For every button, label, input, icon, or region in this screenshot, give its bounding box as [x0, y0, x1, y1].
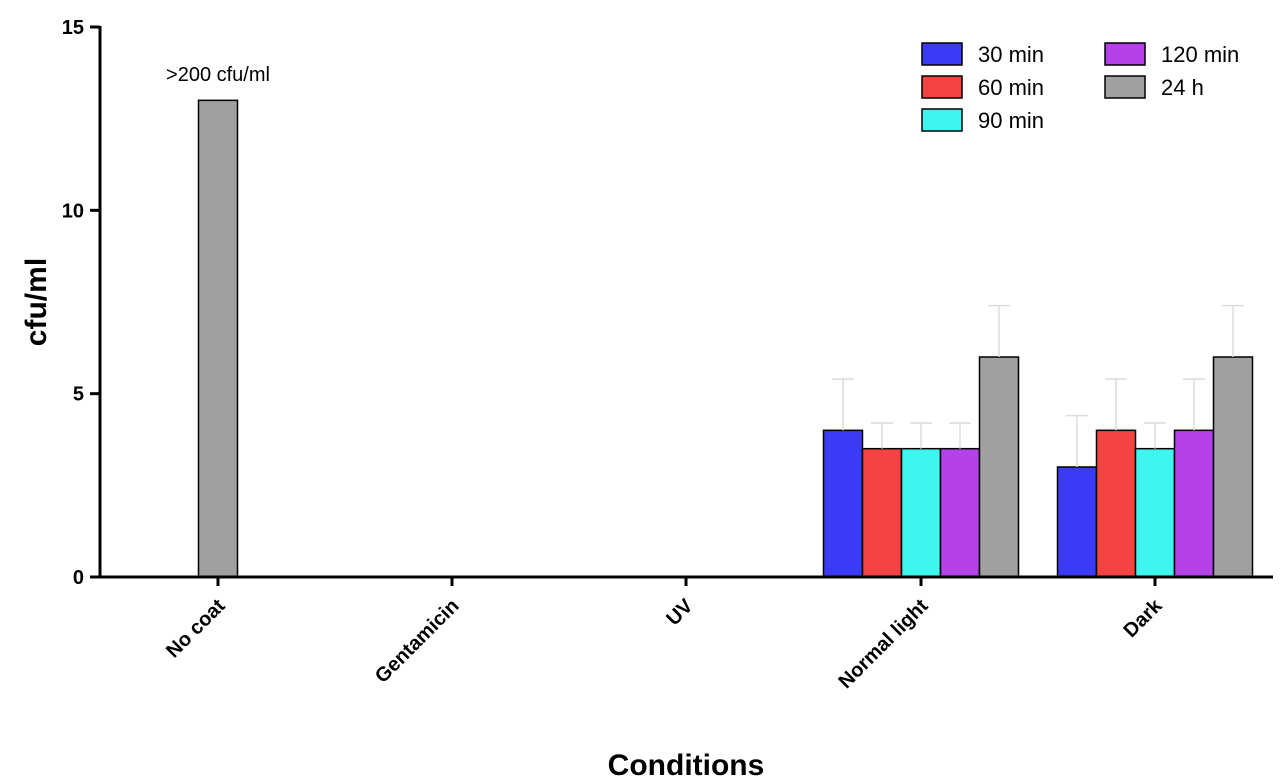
legend-swatch: [921, 75, 963, 99]
annotations: >200 cfu/ml: [166, 64, 270, 86]
legend-swatch: [921, 108, 963, 132]
y-axis-title: cfu/ml: [20, 258, 53, 346]
y-tick-label: 10: [62, 200, 84, 222]
x-tick-label: Dark: [1120, 594, 1168, 642]
x-tick-label: No coat: [162, 595, 230, 663]
bar-60-min-normal-light: [861, 447, 903, 578]
bar-24-h-no-coat: [197, 99, 239, 578]
bar-90-min-dark: [1134, 447, 1176, 578]
y-tick-label: 15: [62, 17, 84, 39]
x-axis-title: Conditions: [608, 749, 765, 782]
legend-swatch: [1104, 75, 1146, 99]
bar-120-min-normal-light: [939, 447, 981, 578]
bar-90-min-normal-light: [900, 447, 942, 578]
legend: 30 min 60 min 90 min 120 min 24 h: [921, 42, 1239, 133]
legend-label: 30 min: [978, 42, 1044, 67]
y-tick-label: 5: [73, 384, 84, 406]
bar-120-min-dark: [1173, 429, 1215, 578]
bar-30-min-normal-light: [822, 429, 864, 578]
x-ticks: No coat Gentamicin UV Normal light Dark: [162, 577, 1167, 693]
annotation-label: >200 cfu/ml: [166, 64, 270, 86]
x-tick-label: Gentamicin: [371, 595, 464, 688]
error-bars-layer: [832, 304, 1244, 467]
legend-label: 120 min: [1161, 42, 1239, 67]
y-tick-label: 0: [73, 567, 84, 589]
legend-label: 24 h: [1161, 75, 1204, 100]
legend-label: 60 min: [978, 75, 1044, 100]
legend-label: 90 min: [978, 108, 1044, 133]
x-tick-label: UV: [662, 595, 698, 631]
y-ticks: 0 5 10 15: [62, 17, 100, 589]
x-tick-label: Normal light: [834, 595, 932, 693]
bar-24-h-normal-light: [978, 356, 1020, 578]
bar-24-h-dark: [1212, 356, 1254, 578]
legend-swatch: [1104, 42, 1146, 66]
bar-30-min-dark: [1056, 466, 1098, 578]
bars-layer: [197, 99, 1254, 578]
plot-area: 0 5 10 15 No coat Gentamicin UV Normal light Da…: [62, 17, 1273, 693]
legend-swatch: [921, 42, 963, 66]
bar-60-min-dark: [1095, 429, 1137, 578]
